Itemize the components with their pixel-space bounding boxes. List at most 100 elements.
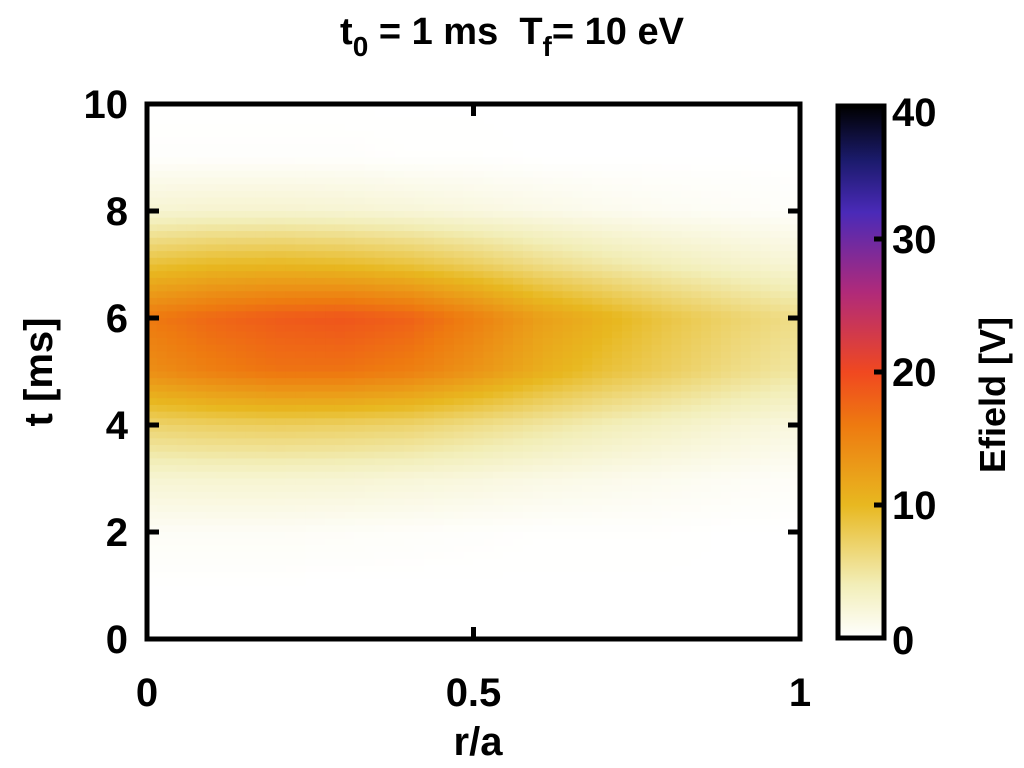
heatmap-cell bbox=[493, 485, 504, 493]
heatmap-cell bbox=[651, 130, 663, 139]
heatmap-cell bbox=[364, 411, 376, 419]
heatmap-cell bbox=[790, 511, 800, 520]
heatmap-cell bbox=[463, 177, 475, 185]
heatmap-cell bbox=[770, 552, 781, 560]
heatmap-cell bbox=[641, 458, 653, 466]
heatmap-cell bbox=[740, 585, 752, 593]
heatmap-cell bbox=[513, 498, 524, 506]
heatmap-cell bbox=[493, 445, 504, 453]
heatmap-cell bbox=[364, 304, 376, 312]
heatmap-cell bbox=[166, 130, 178, 139]
heatmap-cell bbox=[354, 458, 366, 466]
heatmap-cell bbox=[562, 585, 574, 593]
heatmap-cell bbox=[414, 257, 425, 266]
heatmap-cell bbox=[354, 271, 366, 279]
heatmap-cell bbox=[216, 190, 227, 199]
heatmap-cell bbox=[245, 284, 257, 292]
heatmap-cell bbox=[740, 338, 752, 346]
heatmap-cell bbox=[522, 398, 534, 406]
heatmap-cell bbox=[473, 318, 484, 326]
heatmap-cell bbox=[522, 150, 534, 159]
title-tf-var: T bbox=[519, 11, 542, 53]
heatmap-cell bbox=[147, 465, 158, 473]
heatmap-cell bbox=[710, 124, 722, 132]
heatmap-cell bbox=[176, 130, 188, 139]
heatmap-cell bbox=[532, 204, 544, 212]
heatmap-cell bbox=[562, 184, 574, 192]
heatmap-cell bbox=[730, 197, 742, 205]
heatmap-cell bbox=[414, 117, 425, 125]
heatmap-cell bbox=[404, 264, 415, 272]
heatmap-cell bbox=[325, 144, 336, 152]
heatmap-cell bbox=[404, 190, 415, 199]
heatmap-cell bbox=[443, 344, 455, 353]
heatmap-cell bbox=[305, 438, 316, 446]
heatmap-cell bbox=[424, 598, 435, 607]
heatmap-cell bbox=[156, 425, 168, 433]
heatmap-cell bbox=[374, 398, 386, 406]
heatmap-cell bbox=[424, 518, 435, 526]
heatmap-cell bbox=[216, 598, 227, 607]
heatmap-cell bbox=[245, 237, 257, 246]
heatmap-cell bbox=[572, 378, 583, 386]
heatmap-cell bbox=[602, 525, 613, 533]
heatmap-cell bbox=[166, 458, 178, 466]
heatmap-cell bbox=[602, 585, 613, 593]
heatmap-cell bbox=[750, 445, 762, 453]
heatmap-cell bbox=[780, 498, 791, 506]
heatmap-cell bbox=[354, 558, 366, 567]
heatmap-cell bbox=[236, 532, 247, 540]
heatmap-cell bbox=[384, 211, 395, 219]
heatmap-cell bbox=[265, 391, 277, 399]
heatmap-cell bbox=[424, 525, 435, 533]
heatmap-cell bbox=[572, 358, 583, 366]
heatmap-cell bbox=[265, 585, 277, 593]
heatmap-cell bbox=[424, 378, 435, 386]
heatmap-cell bbox=[394, 458, 405, 466]
heatmap-cell bbox=[562, 558, 574, 567]
heatmap-cell bbox=[681, 331, 692, 339]
heatmap-cell bbox=[186, 478, 198, 486]
heatmap-cell bbox=[166, 251, 178, 259]
heatmap-cell bbox=[354, 511, 366, 520]
heatmap-cell bbox=[592, 271, 603, 279]
heatmap-cell bbox=[443, 130, 455, 139]
heatmap-cell bbox=[740, 532, 752, 540]
heatmap-cell bbox=[790, 177, 800, 185]
heatmap-cell bbox=[513, 311, 524, 319]
heatmap-cell bbox=[710, 404, 722, 413]
heatmap-cell bbox=[206, 445, 217, 453]
heatmap-cell bbox=[364, 237, 376, 246]
heatmap-cell bbox=[206, 197, 217, 205]
heatmap-cell bbox=[503, 552, 514, 560]
heatmap-cell bbox=[166, 471, 178, 480]
heatmap-cell bbox=[522, 364, 534, 373]
heatmap-cell bbox=[196, 398, 207, 406]
heatmap-cell bbox=[552, 478, 564, 486]
heatmap-cell bbox=[621, 130, 633, 139]
heatmap-cell bbox=[572, 110, 583, 118]
heatmap-cell bbox=[354, 391, 366, 399]
heatmap-cell bbox=[305, 244, 316, 252]
heatmap-cell bbox=[216, 465, 227, 473]
heatmap-cell bbox=[364, 565, 376, 573]
heatmap-cell bbox=[255, 144, 267, 152]
heatmap-cell bbox=[602, 478, 613, 486]
heatmap-cell bbox=[216, 585, 227, 593]
heatmap-cell bbox=[443, 572, 455, 580]
heatmap-cell bbox=[216, 538, 227, 546]
heatmap-cell bbox=[414, 578, 425, 587]
heatmap-cell bbox=[433, 104, 445, 112]
heatmap-cell bbox=[374, 217, 386, 225]
heatmap-cell bbox=[513, 438, 524, 446]
heatmap-cell bbox=[305, 117, 316, 125]
heatmap-cell bbox=[443, 511, 455, 520]
heatmap-cell bbox=[404, 311, 415, 319]
heatmap-cell bbox=[245, 331, 257, 339]
heatmap-cell bbox=[424, 445, 435, 453]
heatmap-cell bbox=[532, 391, 544, 399]
heatmap-cell bbox=[790, 532, 800, 540]
heatmap-cell bbox=[542, 184, 554, 192]
heatmap-cell bbox=[701, 451, 712, 460]
heatmap-cell bbox=[582, 277, 593, 286]
